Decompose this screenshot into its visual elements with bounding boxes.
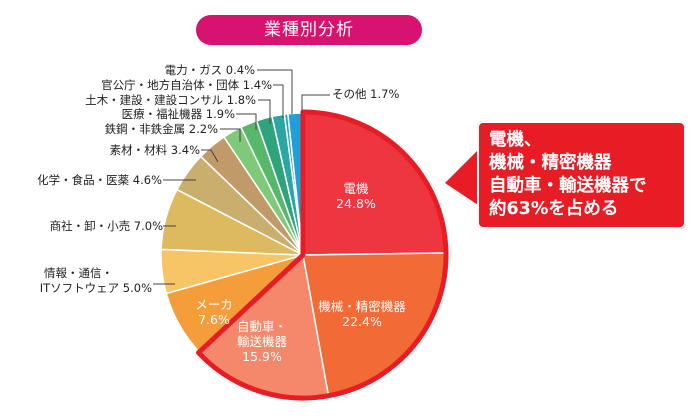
inside-label-s3: メーカ 7.6% — [195, 297, 233, 327]
outside-label-s5: 商社・卸・小売 7.0% — [50, 219, 163, 233]
inside-label-s0: 電機 24.8% — [336, 181, 376, 211]
pie-slice-0 — [302, 112, 446, 256]
outside-label-s10: 土木・建設・建設コンサル 1.8% — [85, 93, 256, 107]
inside-label-s2: 自動車・輸送機器 15.9% — [237, 319, 288, 364]
outside-label-s4-1: ITソフトウェア 5.0% — [40, 281, 152, 295]
highlight-outline — [196, 109, 449, 401]
leader-line-s8 — [220, 128, 241, 142]
leader-line-s11 — [273, 84, 284, 118]
chart-title: 業種別分析 — [196, 15, 422, 45]
outside-label-s8: 鉄鋼・非鉄金属 2.2% — [105, 122, 218, 136]
outside-label-s11: 官公庁・地方自治体・団体 1.4% — [101, 78, 272, 92]
leader-line-s12 — [257, 69, 293, 114]
leader-line-s9 — [236, 113, 257, 130]
callout-box: 電機、 機械・精密機器 自動車・輸送機器で 約63%を占める — [477, 121, 686, 229]
outside-label-s12: 電力・ガス 0.4% — [165, 63, 255, 77]
callout-text: 電機、 機械・精密機器 自動車・輸送機器で 約63%を占める — [489, 130, 647, 219]
leader-line-s10 — [258, 99, 271, 124]
outside-label-s4-0: 情報・通信・ — [44, 266, 113, 280]
leader-line-s13 — [301, 94, 330, 113]
outside-label-s9: 医療・福祉機器 1.9% — [122, 107, 235, 121]
callout-pointer — [445, 150, 478, 205]
inside-label-s1: 機械・精密機器 22.4% — [318, 299, 406, 329]
outside-label-s13: その他 1.7% — [332, 87, 399, 101]
outside-label-s7: 素材・材料 3.4% — [110, 143, 200, 157]
leader-line-s7 — [201, 149, 219, 163]
outside-label-s6: 化学・食品・医薬 4.6% — [37, 173, 162, 187]
